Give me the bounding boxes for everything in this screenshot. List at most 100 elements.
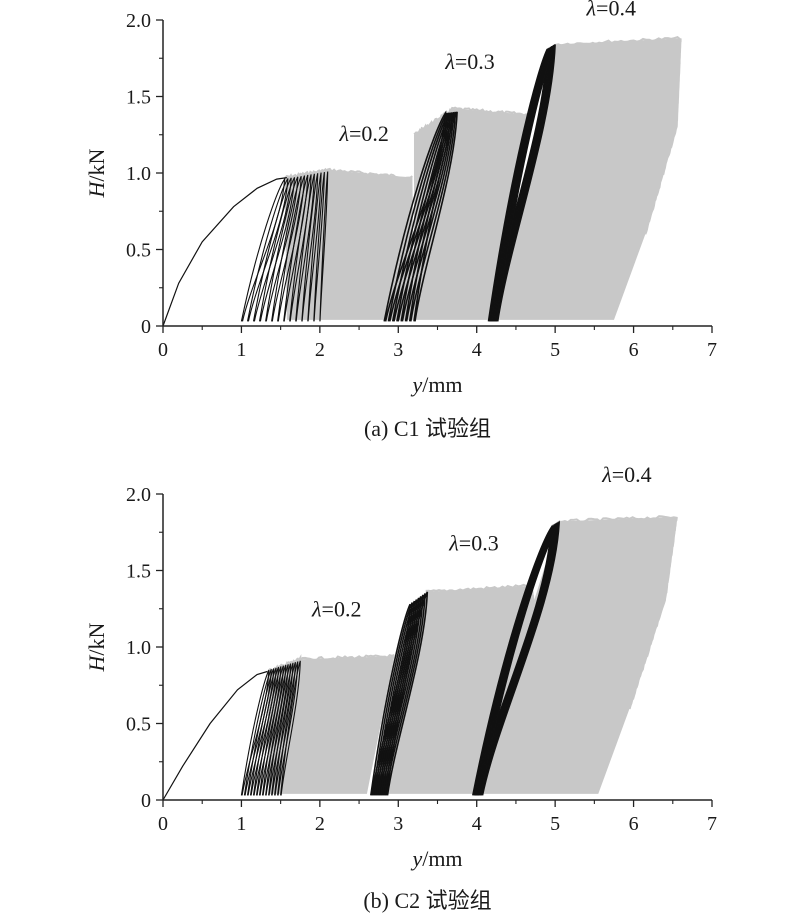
lambda-value: =0.4 (596, 0, 636, 20)
x-axis-unit: /mm (422, 846, 462, 871)
lambda-value: =0.2 (349, 121, 389, 146)
lambda-label: λ=0.2 (311, 596, 361, 621)
lambda-symbol: λ (448, 531, 459, 556)
y-tick-label: 2.0 (126, 10, 151, 32)
hysteresis-loop (271, 175, 302, 322)
y-tick-label: 0.5 (126, 240, 151, 262)
y-tick-label: 0 (141, 316, 151, 338)
hysteresis-loop (265, 176, 299, 322)
y-axis-symbol: H (84, 180, 109, 198)
y-axis-unit: /kN (84, 148, 109, 181)
hysteresis-loop (385, 591, 429, 796)
x-tick-label: 3 (393, 813, 403, 835)
hysteresis-loop (246, 178, 289, 322)
lambda-symbol: λ (311, 596, 322, 621)
y-tick-label: 0.5 (126, 714, 151, 736)
x-axis-symbol: y (410, 846, 422, 871)
hysteresis-loop (404, 111, 455, 322)
y-tick-label: 1.0 (126, 637, 151, 659)
x-axis-label: y/mm (410, 846, 462, 871)
x-tick-label: 7 (707, 813, 717, 835)
hysteresis-loop (413, 111, 458, 322)
initial-loading-curve (162, 670, 268, 801)
hysteresis-loop (277, 175, 306, 322)
x-tick-label: 6 (629, 813, 639, 835)
y-tick-label: 0 (141, 790, 151, 812)
hysteresis-loop (495, 44, 556, 322)
band-edge-1 (413, 106, 533, 136)
lambda-value: =0.3 (459, 531, 499, 556)
hysteresis-loop (383, 110, 447, 322)
lambda-label: λ=0.4 (601, 462, 651, 487)
hysteresis-loop (277, 661, 299, 796)
lambda-symbol: λ (586, 0, 597, 20)
chart-panel-b: λ=0.2λ=0.3λ=0.40 1 2 3 4 5 6 700.51.01.52.0y/mm… (84, 462, 717, 913)
y-tick-label: 1.0 (126, 163, 151, 185)
hysteresis-loop (387, 112, 448, 322)
lambda-symbol: λ (338, 121, 349, 146)
panel-caption: (b) C2 试验组 (363, 888, 491, 913)
y-tick-label: 2.0 (126, 484, 151, 506)
hysteresis-loop (383, 593, 426, 796)
hysteresis-loop (289, 174, 312, 322)
x-tick-label: 2 (315, 813, 325, 835)
hysteresis-loop (295, 173, 315, 322)
band-edge-2 (554, 35, 682, 235)
fatigue-band-2 (472, 516, 677, 794)
hysteresis-loop (400, 112, 453, 322)
lambda-label: λ=0.3 (448, 531, 498, 556)
fatigue-band-2 (492, 38, 681, 320)
x-tick-label: 4 (472, 813, 482, 835)
hysteresis-loop (396, 112, 452, 322)
band-edge-0 (284, 167, 413, 180)
hysteresis-loop (301, 173, 319, 322)
hysteresis-loop (313, 172, 325, 322)
hysteresis-loop (319, 171, 329, 322)
chart-panel-a: λ=0.2λ=0.3λ=0.40 1 2 3 4 5 6 700.51.01.52.0y/mm… (84, 0, 717, 441)
hysteresis-loop (258, 177, 296, 322)
hysteresis-loop (408, 111, 457, 322)
hysteresis-loop (274, 662, 296, 796)
lambda-value: =0.4 (612, 462, 652, 487)
y-axis-label: H/kN (84, 148, 109, 198)
hysteresis-loop (240, 177, 286, 322)
x-axis-label: y/mm (410, 372, 462, 397)
lambda-label: λ=0.2 (338, 121, 388, 146)
hysteresis-loop (271, 662, 294, 796)
y-tick-label: 1.5 (126, 561, 151, 583)
x-tick-label: 2 (315, 339, 325, 361)
x-tick-label: 0 (158, 339, 168, 361)
lambda-value: =0.3 (455, 49, 495, 74)
x-tick-label: 7 (707, 339, 717, 361)
x-axis-symbol: y (410, 372, 422, 397)
y-tick-label: 1.5 (126, 87, 151, 109)
hysteresis-loop (391, 112, 450, 322)
lambda-symbol: λ (444, 49, 455, 74)
lambda-label: λ=0.3 (444, 49, 494, 74)
x-tick-label: 4 (472, 339, 482, 361)
lambda-symbol: λ (601, 462, 612, 487)
panel-caption: (a) C1 试验组 (364, 416, 491, 441)
x-tick-label: 0 (158, 813, 168, 835)
hysteresis-loop (252, 177, 292, 322)
y-axis-symbol: H (84, 654, 109, 672)
y-axis-label: H/kN (84, 622, 109, 672)
hysteresis-loop (280, 660, 301, 796)
x-tick-label: 6 (629, 339, 639, 361)
x-tick-label: 1 (236, 813, 246, 835)
hysteresis-loop (479, 520, 561, 796)
initial-loading-curve (162, 177, 287, 327)
x-tick-label: 3 (393, 339, 403, 361)
x-axis-unit: /mm (422, 372, 462, 397)
y-axis-unit: /kN (84, 622, 109, 655)
x-tick-label: 1 (236, 339, 246, 361)
hysteresis-loop (283, 174, 309, 322)
hysteresis-loop (307, 172, 322, 322)
x-tick-label: 5 (550, 339, 560, 361)
lambda-label: λ=0.4 (586, 0, 636, 20)
x-tick-label: 5 (550, 813, 560, 835)
lambda-value: =0.2 (322, 596, 362, 621)
band-edge-2 (558, 515, 678, 710)
fatigue-band-0 (267, 656, 395, 794)
